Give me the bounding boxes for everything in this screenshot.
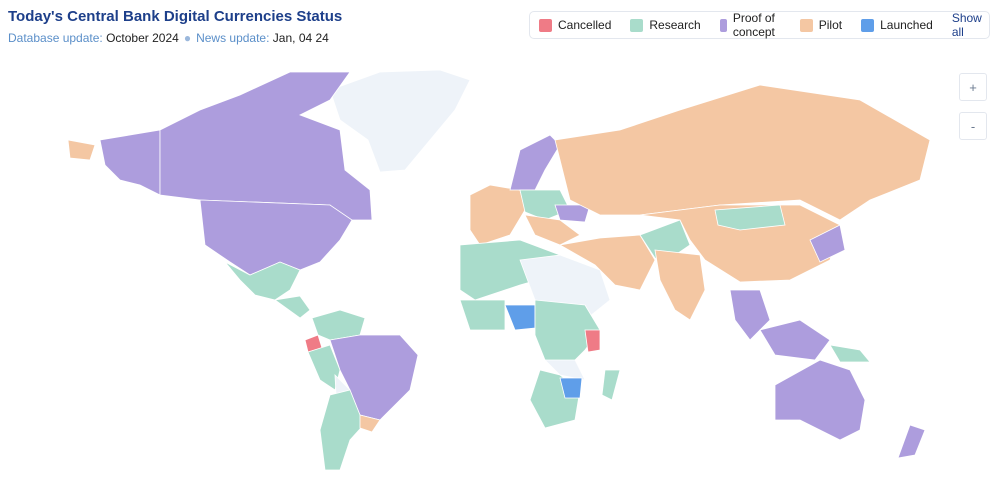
country[interactable]	[67, 139, 96, 161]
country[interactable]	[639, 204, 841, 283]
country[interactable]	[554, 204, 591, 223]
country[interactable]	[329, 69, 471, 173]
country[interactable]	[524, 214, 581, 246]
legend-label: Cancelled	[558, 18, 612, 32]
country[interactable]	[509, 134, 561, 191]
title: Today's Central Bank Digital Currencies …	[8, 8, 343, 25]
country[interactable]	[829, 344, 871, 363]
db-date: October 2024	[106, 31, 179, 45]
country[interactable]	[359, 414, 381, 433]
legend-item[interactable]: Cancelled	[539, 18, 611, 32]
country[interactable]	[558, 234, 656, 291]
country[interactable]	[534, 299, 601, 366]
world-map	[67, 69, 931, 471]
legend-item[interactable]: Pilot	[799, 18, 843, 32]
country[interactable]	[897, 424, 926, 459]
country[interactable]	[759, 319, 831, 361]
country[interactable]	[459, 299, 506, 331]
country[interactable]	[504, 304, 536, 331]
zoom-out[interactable]: -	[959, 112, 987, 140]
separator: ●	[183, 31, 192, 45]
legend-swatch	[539, 18, 552, 32]
legend-item[interactable]: Research	[630, 18, 701, 32]
legend-label: Launched	[880, 18, 933, 32]
legend-label: Pilot	[818, 18, 843, 32]
country[interactable]	[654, 249, 706, 321]
legend-swatch	[799, 18, 813, 32]
news-label: News update:	[196, 31, 270, 45]
country[interactable]	[601, 369, 621, 401]
db-label: Database update:	[8, 31, 103, 45]
zoom-in[interactable]: +	[959, 73, 987, 101]
legend-swatch	[861, 18, 875, 32]
country[interactable]	[329, 334, 419, 421]
subtitle: Database update: October 2024 ● News updat…	[8, 31, 329, 45]
legend-swatch	[719, 18, 727, 32]
country[interactable]	[554, 84, 931, 221]
legend: Cancelled Research Proof of concept Pilot La…	[529, 11, 990, 39]
country[interactable]	[544, 359, 586, 381]
country[interactable]	[714, 204, 786, 231]
legend-label: Proof of concept	[732, 11, 775, 39]
news-date: Jan, 04 24	[272, 31, 329, 45]
legend-item[interactable]: Proof of concept	[719, 11, 781, 39]
country[interactable]	[273, 295, 311, 319]
country[interactable]	[774, 359, 866, 441]
show-all[interactable]: Show all	[951, 11, 982, 39]
country[interactable]	[469, 184, 526, 246]
country[interactable]	[99, 129, 161, 196]
country[interactable]	[809, 224, 846, 263]
legend-item[interactable]: Launched	[861, 18, 933, 32]
country[interactable]	[224, 261, 301, 301]
legend-swatch	[630, 18, 644, 32]
legend-label: Research	[649, 18, 701, 32]
country[interactable]	[584, 329, 601, 353]
country[interactable]	[559, 377, 583, 399]
country[interactable]	[319, 389, 369, 471]
